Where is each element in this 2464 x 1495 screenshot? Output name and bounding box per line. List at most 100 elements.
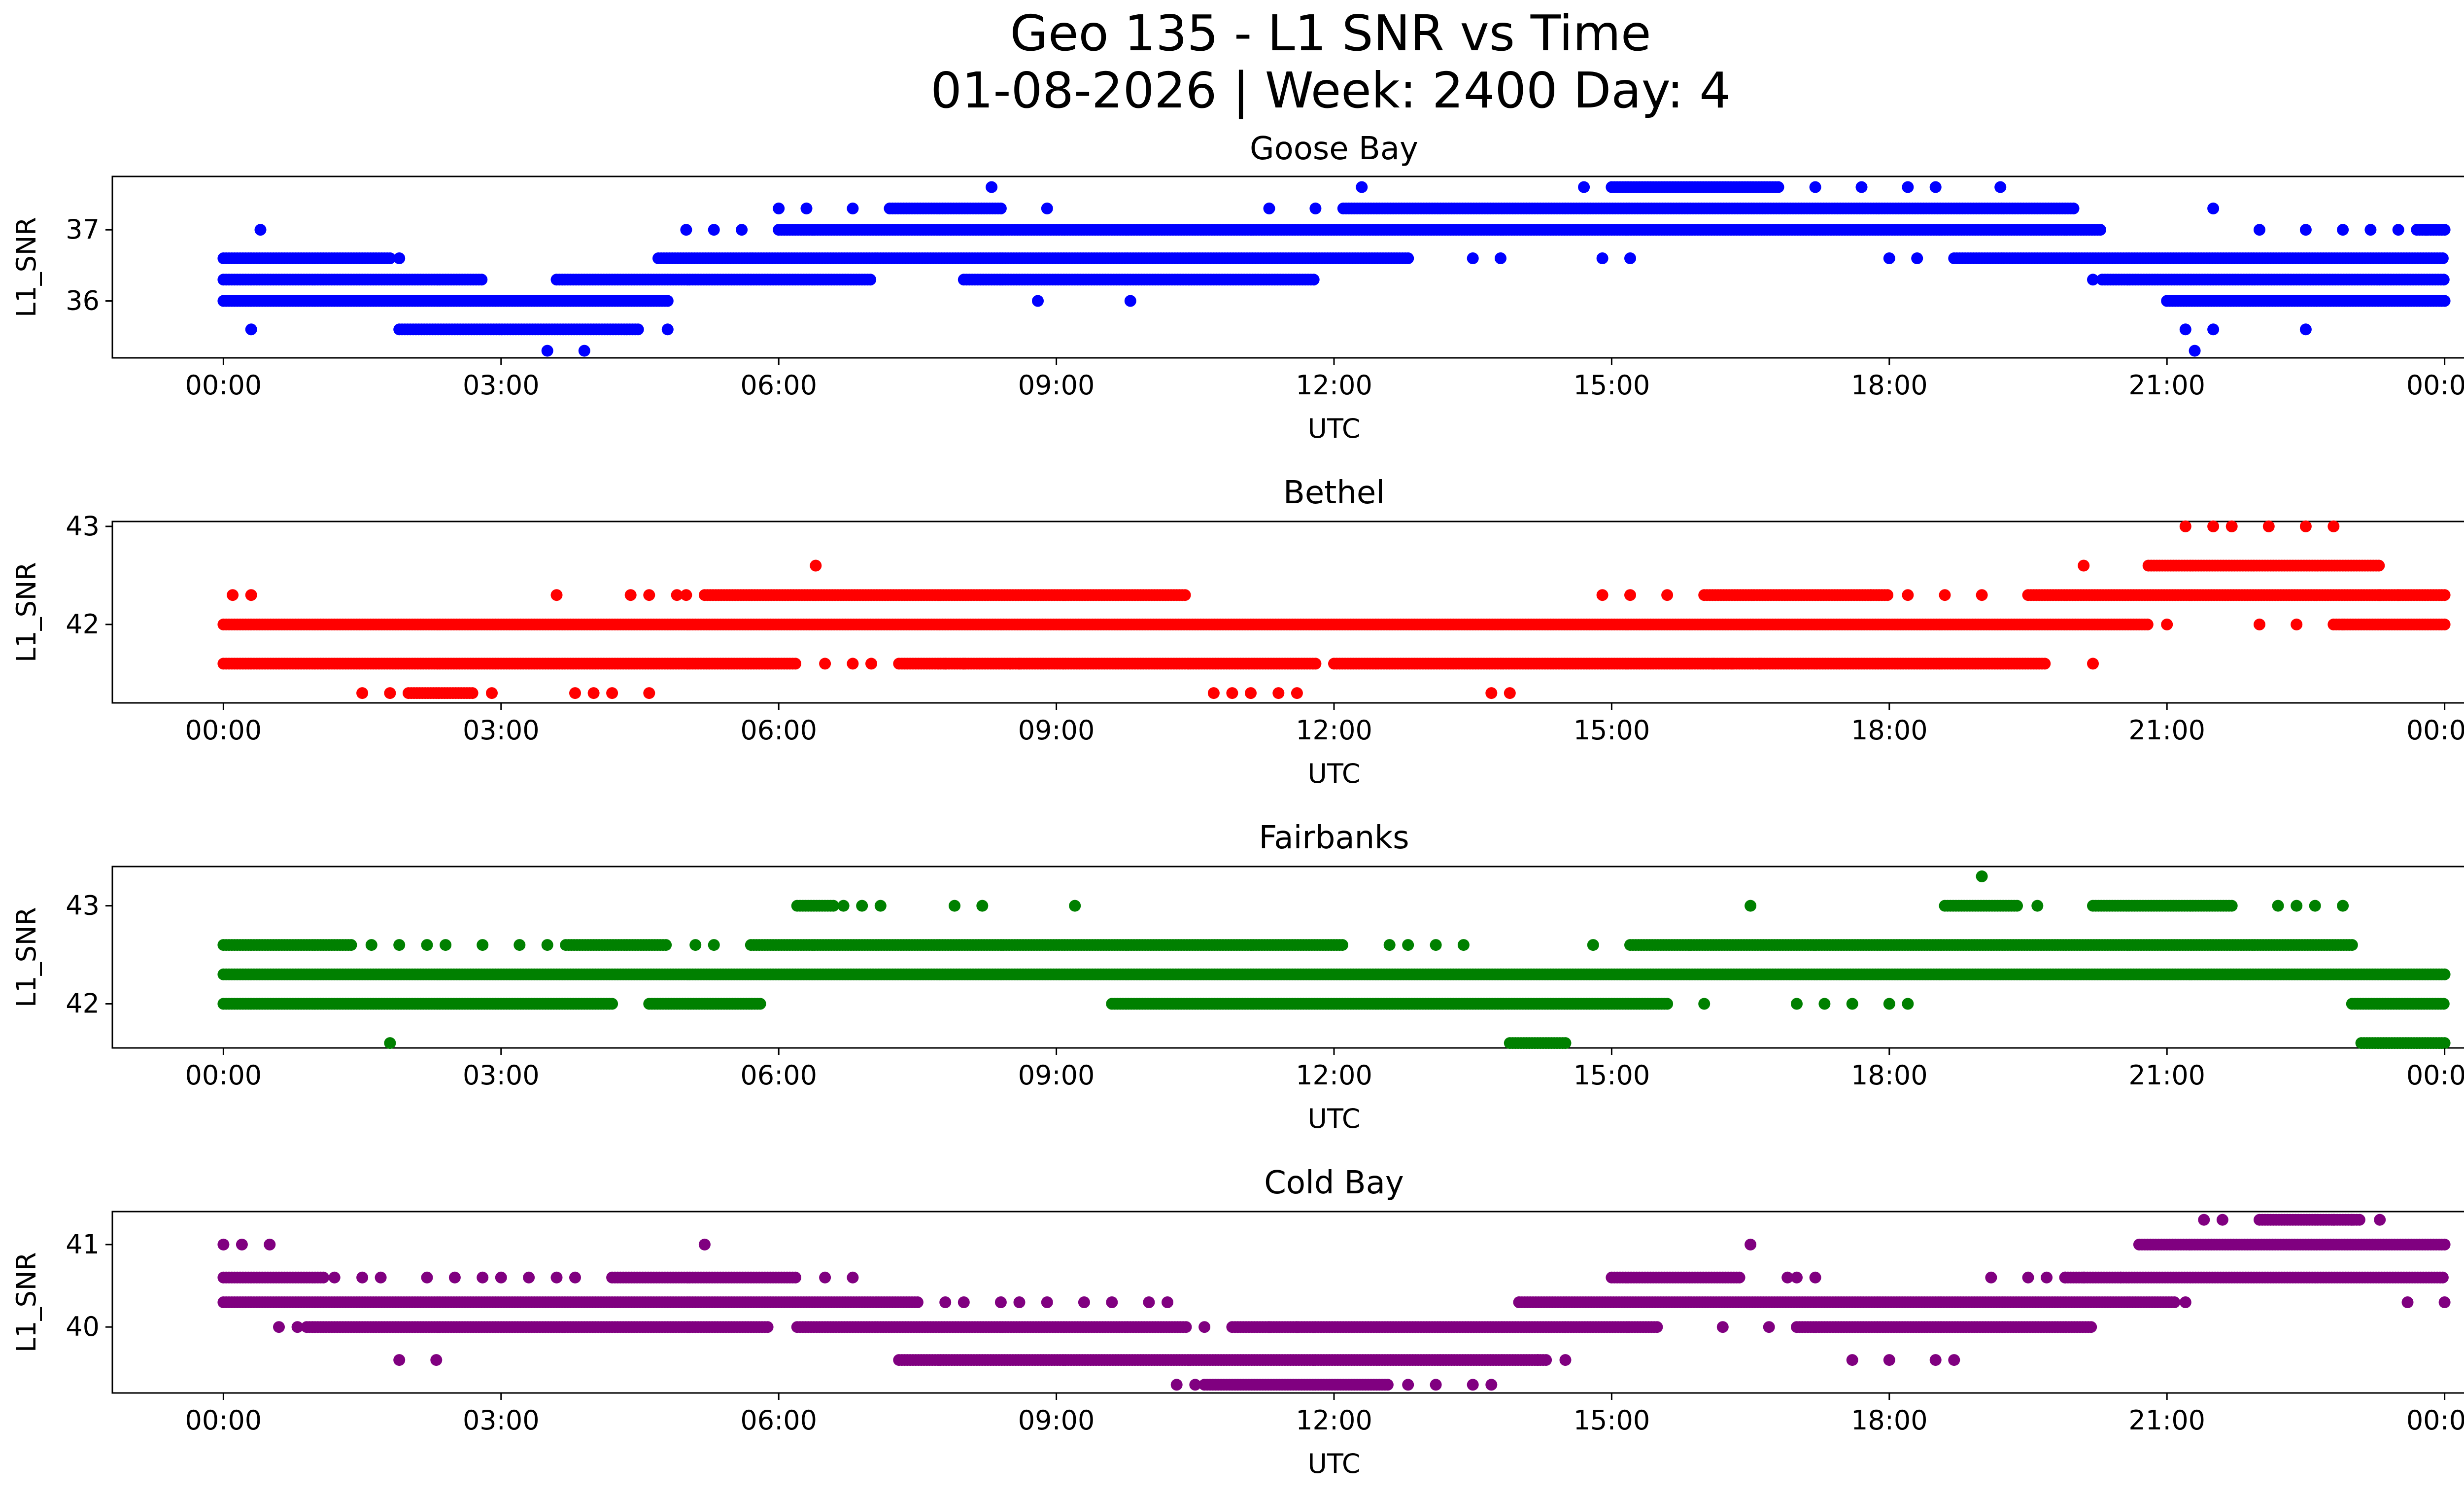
x-tick-label: 15:00 xyxy=(1574,370,1650,401)
data-point xyxy=(2094,224,2106,236)
subplot-title: Goose Bay xyxy=(1250,131,1418,167)
data-point xyxy=(606,687,618,699)
data-point xyxy=(1272,687,1285,699)
data-point xyxy=(2207,520,2220,532)
data-point xyxy=(2087,658,2099,670)
data-point xyxy=(2299,323,2312,336)
data-point xyxy=(2337,224,2349,236)
data-point xyxy=(2392,224,2404,236)
x-tick-label: 12:00 xyxy=(1296,370,1372,401)
data-point xyxy=(466,687,479,699)
data-point xyxy=(569,687,581,699)
data-point xyxy=(2087,274,2099,286)
x-tick-label: 09:00 xyxy=(1018,715,1095,746)
data-point xyxy=(1902,181,1914,193)
data-point xyxy=(1124,295,1136,307)
data-point xyxy=(384,687,396,699)
data-point xyxy=(1939,589,1951,601)
data-point xyxy=(384,252,396,264)
data-point xyxy=(1578,181,1590,193)
figure-title-line1: Geo 135 - L1 SNR vs Time xyxy=(1010,4,1651,62)
data-point xyxy=(1911,252,1923,264)
data-point xyxy=(1013,658,1026,670)
data-point xyxy=(1226,687,1238,699)
data-point xyxy=(986,181,998,193)
data-point xyxy=(1753,658,1766,670)
data-point xyxy=(994,202,1007,214)
data-point xyxy=(643,687,655,699)
x-axis-ticks: 00:00 03:00 06:00 09:00 12:00 15:00 18:00 21:00… xyxy=(185,703,2464,746)
data-point xyxy=(2161,618,2173,630)
data-point xyxy=(393,252,406,264)
data-point xyxy=(1902,589,1914,601)
plot-area-frame xyxy=(111,866,2464,1049)
plot-area-frame xyxy=(111,521,2464,704)
data-point xyxy=(2254,224,2265,236)
x-tick-label: 03:00 xyxy=(463,715,540,746)
data-point xyxy=(2262,520,2275,532)
data-point xyxy=(2254,618,2265,630)
x-tick-label: 00:00 xyxy=(2406,370,2464,401)
data-point xyxy=(1263,202,1275,214)
x-axis-label: UTC xyxy=(1307,413,1360,444)
data-point xyxy=(643,589,655,601)
data-point xyxy=(1624,589,1636,601)
y-tick-label: 37 xyxy=(66,214,100,245)
data-point xyxy=(2436,252,2449,264)
x-tick-label: 09:00 xyxy=(1018,370,1095,401)
data-point xyxy=(2373,559,2385,572)
data-point xyxy=(2225,520,2238,532)
data-point xyxy=(2327,520,2340,532)
data-point xyxy=(2438,295,2451,307)
data-point xyxy=(1596,252,1608,264)
data-point xyxy=(773,202,785,214)
data-point xyxy=(680,224,692,236)
y-tick-label: 43 xyxy=(66,511,100,542)
data-point xyxy=(550,589,563,601)
data-point xyxy=(1032,295,1044,307)
data-point xyxy=(736,224,748,236)
figure-title-line2: 01-08-2026 | Week: 2400 Day: 4 xyxy=(930,62,1730,119)
data-point xyxy=(1882,589,1894,601)
x-tick-label: 00:00 xyxy=(185,715,262,746)
data-point xyxy=(1976,589,1988,601)
data-point xyxy=(2207,323,2220,336)
data-point xyxy=(2420,224,2432,236)
data-point xyxy=(1708,658,1719,670)
scatter-marks xyxy=(217,181,2451,357)
data-point xyxy=(1929,181,1942,193)
data-point xyxy=(2078,559,2090,572)
data-point xyxy=(2374,589,2386,601)
data-point xyxy=(819,658,831,670)
data-point xyxy=(254,224,267,236)
data-point xyxy=(1596,589,1608,601)
x-axis-ticks: 00:00 03:00 06:00 09:00 12:00 15:00 18:00 21:00… xyxy=(185,358,2464,401)
subplot-title: Bethel xyxy=(1283,475,1385,511)
data-point xyxy=(661,295,674,307)
data-point xyxy=(1504,687,1516,699)
data-point xyxy=(1865,589,1877,601)
data-point xyxy=(1495,252,1506,264)
x-tick-label: 18:00 xyxy=(1851,715,1928,746)
data-point xyxy=(245,323,257,336)
data-point xyxy=(245,589,257,601)
y-axis-label: L1_SNR xyxy=(11,217,42,317)
data-point xyxy=(800,202,813,214)
x-axis-label: UTC xyxy=(1307,758,1360,789)
data-point xyxy=(1291,687,1303,699)
data-point xyxy=(1485,687,1498,699)
data-point xyxy=(2337,618,2349,630)
data-point xyxy=(2189,345,2201,357)
x-tick-label: 03:00 xyxy=(463,370,540,401)
subplot-title: Fairbanks xyxy=(1259,820,1409,856)
data-point xyxy=(486,687,498,699)
data-point xyxy=(1207,687,1220,699)
data-point xyxy=(227,589,239,601)
data-point xyxy=(1726,658,1738,670)
x-tick-label: 00:00 xyxy=(185,370,262,401)
data-point xyxy=(632,323,644,336)
data-point xyxy=(939,658,952,670)
